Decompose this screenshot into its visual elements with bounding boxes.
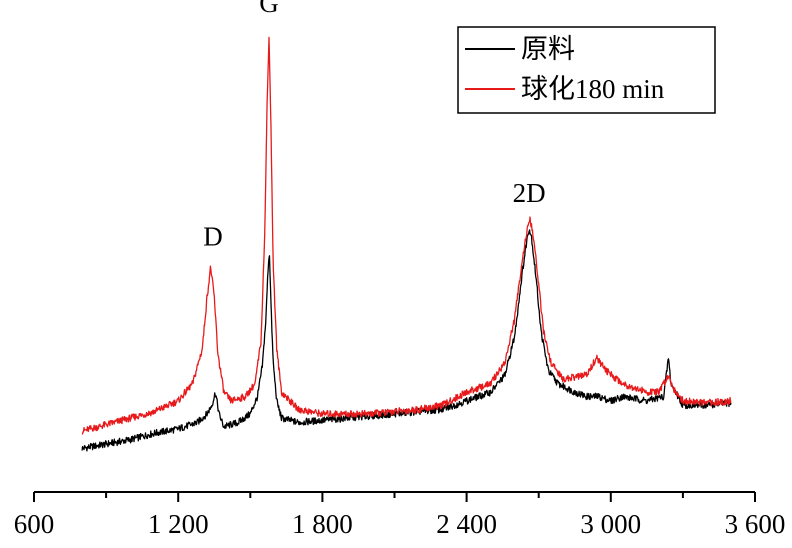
legend-box: [457, 26, 716, 114]
x-tick-label: 1 200: [148, 509, 209, 539]
series-line-2: [81, 36, 732, 435]
x-tick-label: 3 600: [725, 509, 786, 539]
x-axis: 600 1 200 1 800 2 400 3 000 3 600: [14, 491, 786, 539]
peak-annotations: D G 2D: [203, 0, 545, 251]
legend-label-2: 球化180 min: [521, 74, 665, 104]
peak-label-2d: 2D: [513, 178, 546, 208]
series-layer: [81, 36, 732, 452]
series-line-1: [81, 229, 732, 452]
x-tick-label: 1 800: [292, 509, 353, 539]
peak-label-g: G: [259, 0, 279, 18]
x-tick-label: 3 000: [580, 509, 641, 539]
x-tick-label: 2 400: [436, 509, 497, 539]
peak-label-d: D: [203, 221, 223, 251]
x-tick-label: 600: [14, 509, 55, 539]
legend-label-1: 原料: [521, 34, 575, 64]
